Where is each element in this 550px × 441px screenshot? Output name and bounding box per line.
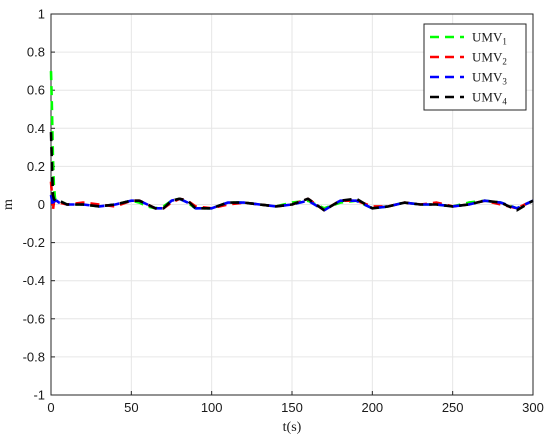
y-tick-label: -0.6 [23,311,45,326]
legend-label-3: UMV3 [472,70,507,87]
y-tick-label: -0.8 [23,349,45,364]
legend-label-base: UMV [472,30,503,45]
y-tick-label: 0.4 [27,121,45,136]
axis-ticks: 0 50 100 150 200 250 300 1 0.8 0.6 0.4 0.2 0 -0.2 -0.4… [23,7,544,416]
y-tick-label: 0.8 [27,45,45,60]
legend-label-subscript: 1 [502,37,507,47]
legend-label-base: UMV [472,90,503,105]
x-axis-label: t(s) [283,420,302,435]
series-lines [49,71,534,212]
legend-label-4: UMV4 [472,90,507,107]
series-line-4 [49,132,534,212]
legend-label-2: UMV2 [472,50,507,67]
y-tick-label: 0 [38,197,45,212]
legend-label-subscript: 3 [502,77,507,87]
y-tick-label: -1 [33,388,45,403]
legend-label-base: UMV [472,70,503,85]
y-tick-label: 1 [38,7,45,22]
x-tick-label: 200 [361,400,383,415]
y-tick-label: -0.4 [23,273,45,288]
x-tick-label: 150 [281,400,303,415]
legend-label-subscript: 2 [502,57,507,67]
legend-label-base: UMV [472,50,503,65]
y-axis-label: m [1,199,16,210]
legend-label-1: UMV1 [472,30,507,47]
legend-box [423,23,527,111]
x-tick-label: 250 [442,400,464,415]
x-tick-label: 300 [522,400,544,415]
x-tick-label: 100 [201,400,223,415]
y-tick-label: -0.2 [23,235,45,250]
series-line-3 [49,194,534,212]
x-tick-label: 0 [47,400,54,415]
y-tick-label: 0.6 [27,83,45,98]
y-tick-label: 0.2 [27,159,45,174]
x-tick-label: 50 [124,400,138,415]
legend-label-subscript: 4 [502,97,507,107]
